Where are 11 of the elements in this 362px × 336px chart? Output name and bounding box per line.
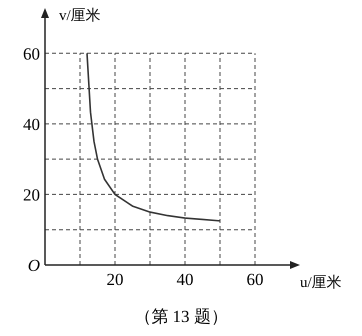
- y-tick-label: 60: [23, 44, 40, 64]
- text: （第 13 题）: [134, 307, 228, 326]
- x-tick-label: 60: [246, 270, 264, 289]
- x-tick-label: 40: [176, 270, 194, 289]
- line-series: [86, 52, 221, 222]
- y-axis-title: v/厘米: [59, 7, 101, 24]
- y-tick-label: O: [28, 256, 40, 275]
- x-axis-title: u/厘米: [300, 274, 342, 291]
- y-tick-label: 40: [23, 114, 40, 134]
- x-tick-label: 20: [106, 270, 124, 289]
- y-tick-label: 20: [23, 185, 40, 204]
